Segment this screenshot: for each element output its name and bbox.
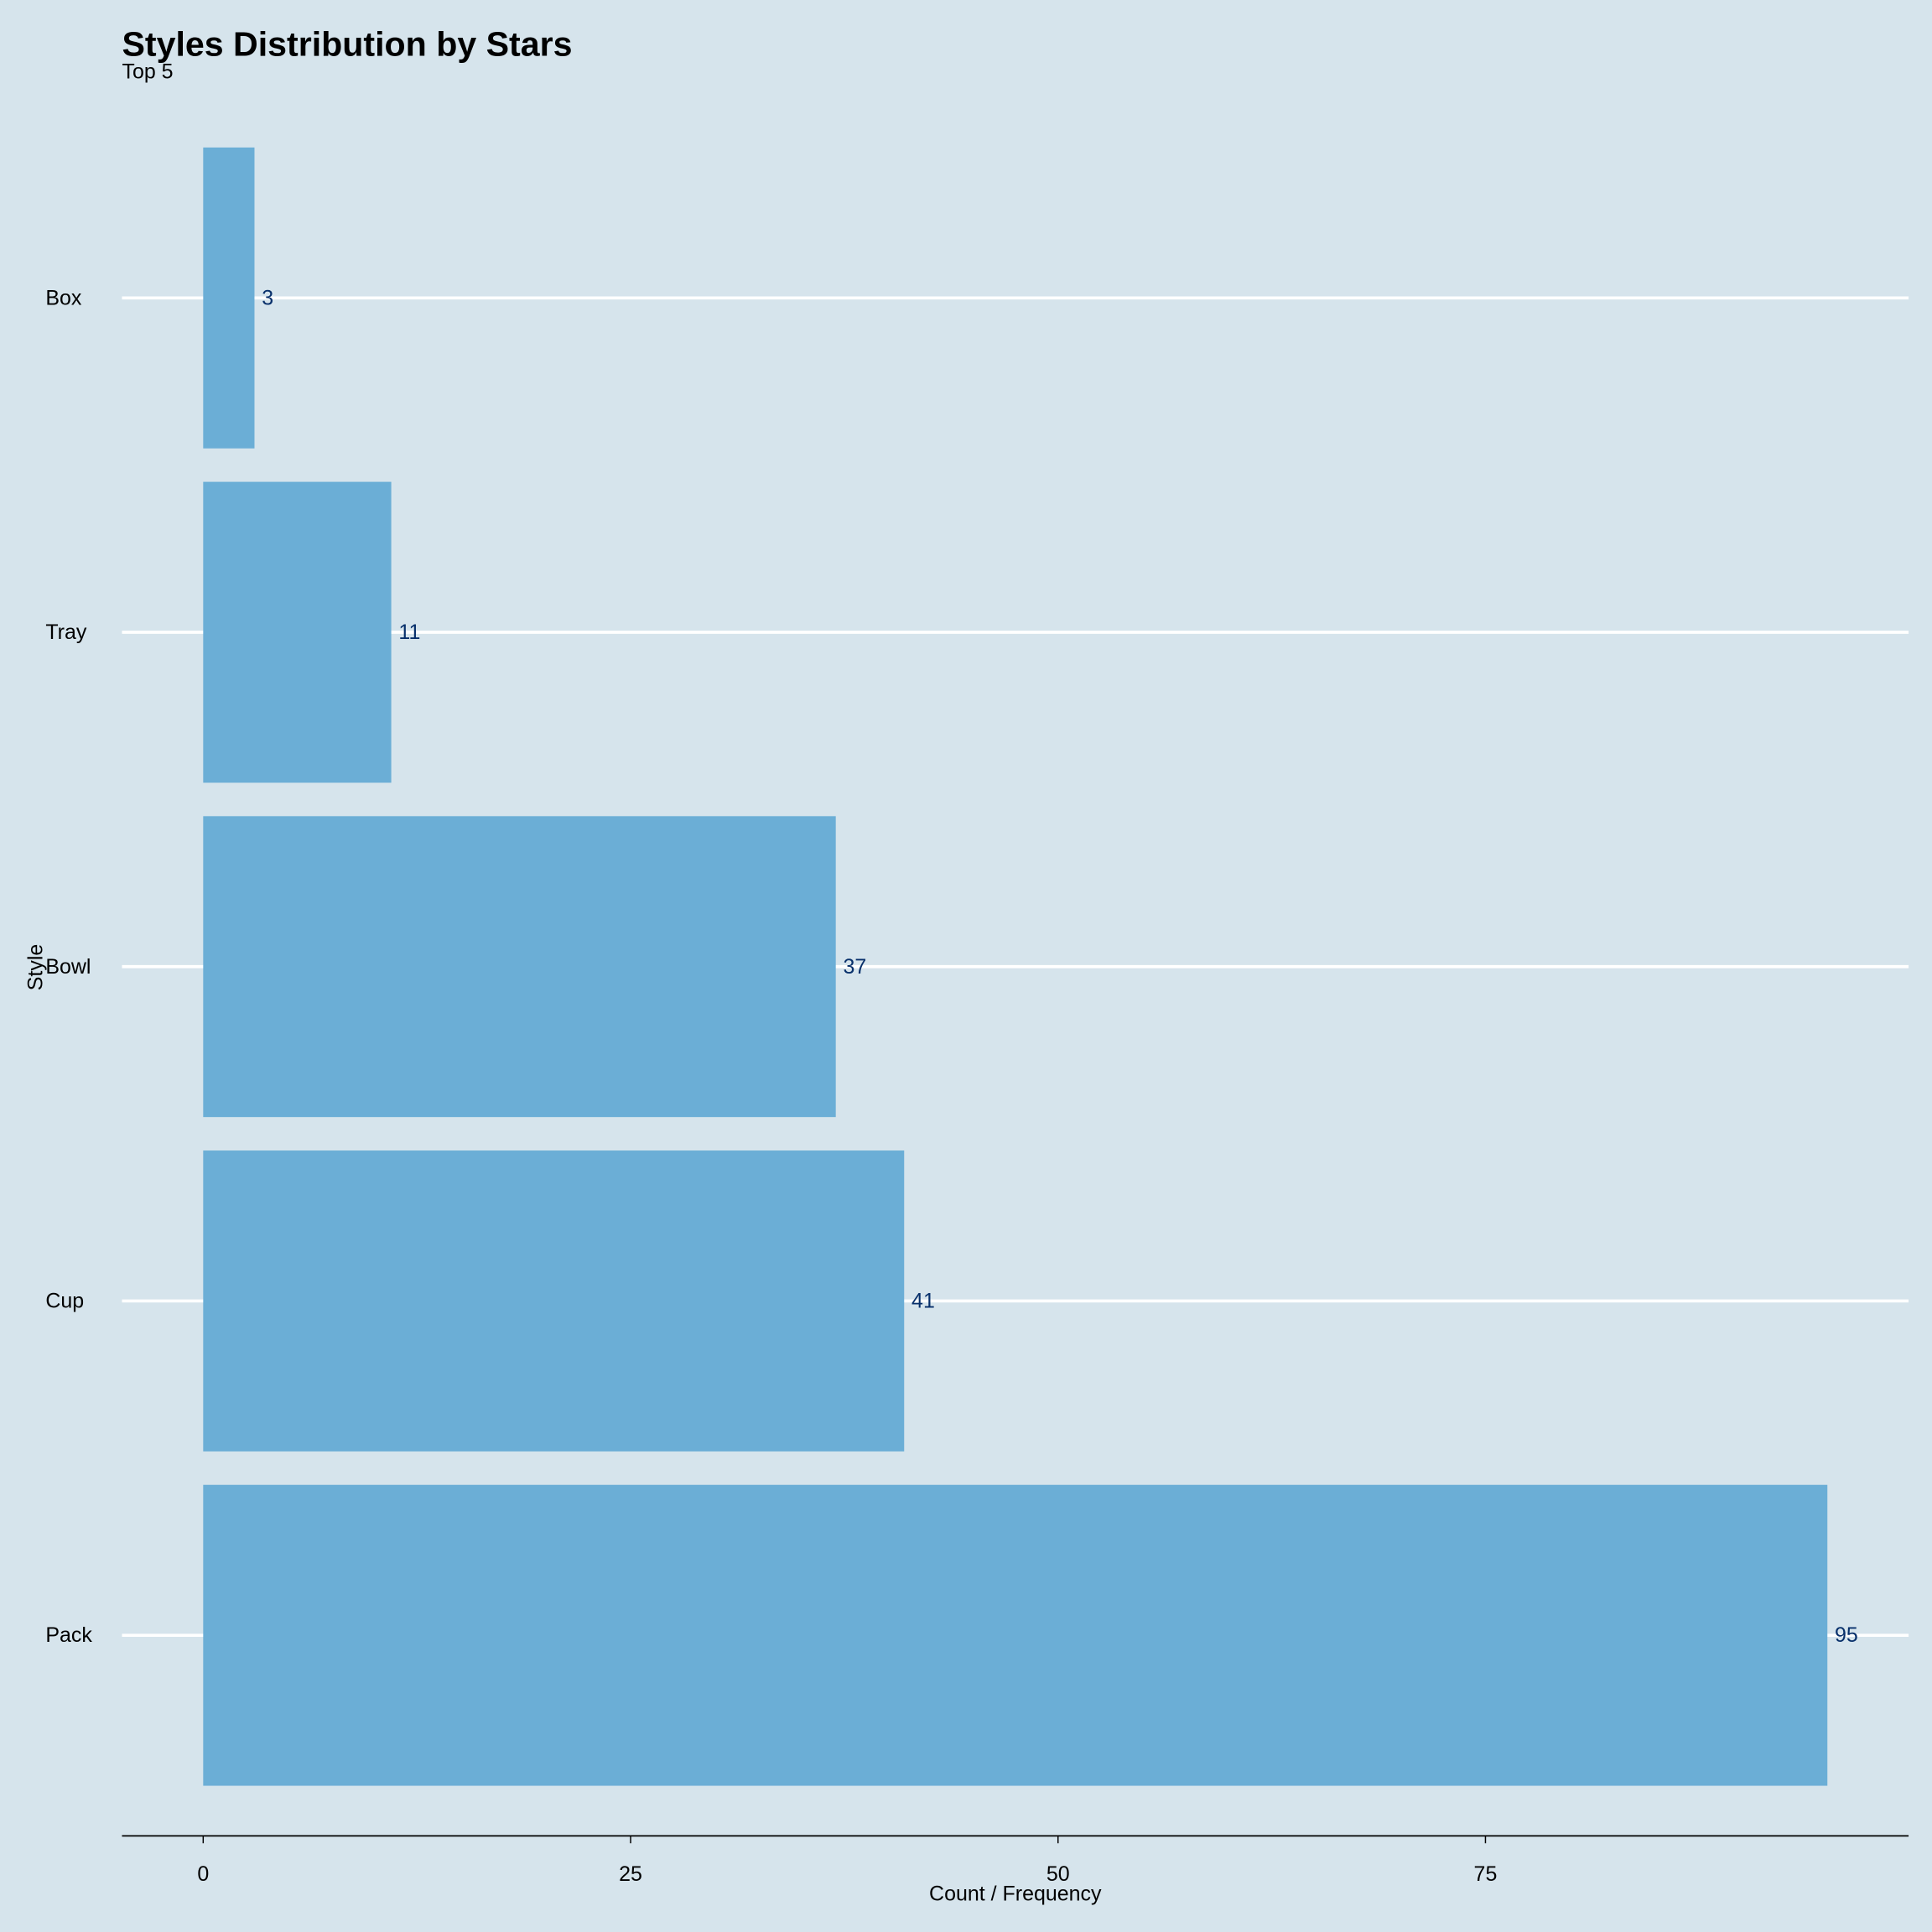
bar [203, 1150, 905, 1452]
chart-subtitle: Top 5 [122, 60, 173, 83]
bar [203, 481, 392, 783]
x-tick-label: 75 [1474, 1862, 1498, 1886]
value-label: 37 [844, 955, 867, 979]
y-tick-label: Tray [45, 621, 87, 644]
value-label: 41 [911, 1290, 935, 1313]
bar [203, 147, 255, 449]
x-tick-label: 50 [1046, 1862, 1070, 1886]
value-label: 11 [398, 621, 420, 644]
bar [203, 1484, 1828, 1786]
x-tick-label: 0 [197, 1862, 209, 1886]
chart-title: Styles Distribution by Stars [122, 25, 572, 64]
y-tick-label: Box [45, 286, 82, 309]
bar [203, 816, 836, 1118]
value-label: 3 [262, 286, 273, 309]
x-tick-label: 25 [619, 1862, 642, 1886]
y-tick-label: Cup [45, 1290, 84, 1313]
y-tick-label: Bowl [45, 955, 91, 979]
y-tick-label: Pack [45, 1623, 92, 1647]
y-axis-label: Style [24, 944, 48, 991]
x-axis-label: Count / Frequency [929, 1883, 1102, 1906]
value-label: 95 [1835, 1623, 1858, 1647]
